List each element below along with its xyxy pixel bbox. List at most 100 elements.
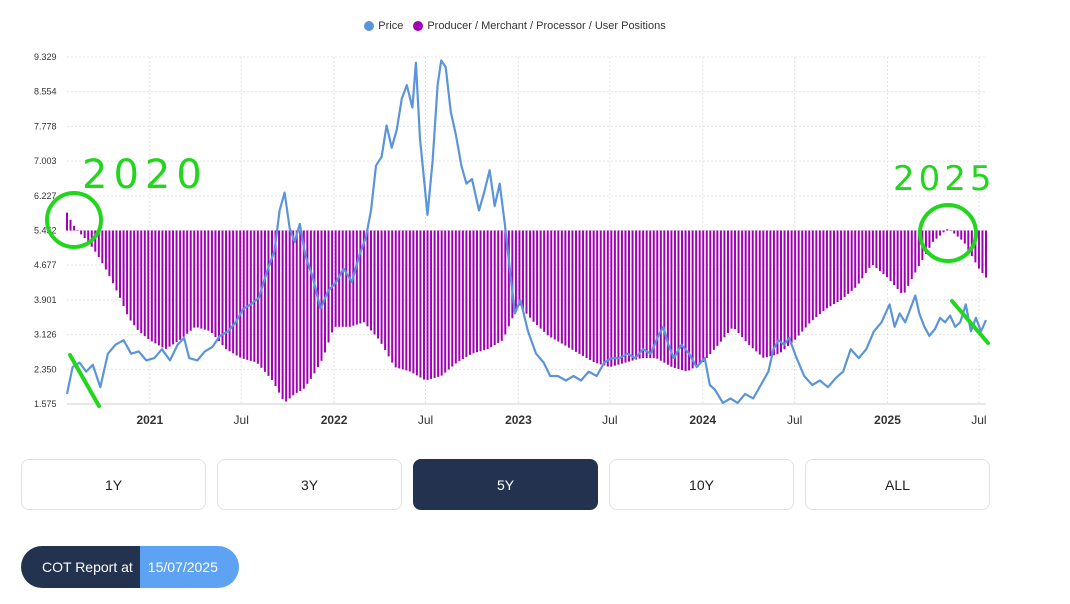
positions-bar xyxy=(857,230,860,284)
positions-bar xyxy=(126,230,129,315)
positions-bar xyxy=(900,230,903,294)
positions-bar xyxy=(783,230,786,350)
positions-bar xyxy=(850,230,853,291)
positions-bar xyxy=(981,230,984,274)
positions-bar xyxy=(642,230,645,359)
positions-bar xyxy=(433,230,436,378)
annotation-circle-2025 xyxy=(918,203,978,263)
range-button-5y[interactable]: 5Y xyxy=(413,459,598,510)
positions-bar xyxy=(281,230,284,400)
positions-bar xyxy=(285,230,288,402)
y-tick-label: 3.901 xyxy=(34,295,57,305)
positions-bar xyxy=(818,230,821,315)
positions-bar xyxy=(840,230,843,300)
annotation-slash-left xyxy=(68,353,101,408)
positions-bar xyxy=(854,230,857,288)
positions-bar xyxy=(235,230,238,356)
x-tick-label: Jul xyxy=(418,413,433,427)
positions-bar xyxy=(829,230,832,307)
positions-bar xyxy=(794,230,797,340)
positions-bar xyxy=(624,230,627,363)
positions-bar xyxy=(200,230,203,329)
positions-bar xyxy=(324,230,327,353)
positions-bar xyxy=(560,230,563,344)
cot-report-date[interactable]: 15/07/2025 xyxy=(139,546,239,588)
chart-legend: Price Producer / Merchant / Processor / … xyxy=(0,20,1030,32)
positions-bar xyxy=(263,230,266,372)
x-tick-label: Jul xyxy=(602,413,617,427)
positions-bar xyxy=(977,230,980,269)
positions-bar xyxy=(246,230,249,360)
positions-bar xyxy=(465,230,468,357)
positions-bar xyxy=(157,230,160,346)
positions-bar xyxy=(80,230,83,235)
positions-bar xyxy=(355,230,358,325)
positions-bar xyxy=(603,230,606,366)
x-tick-label: Jul xyxy=(971,413,986,427)
positions-bar xyxy=(589,230,592,361)
positions-bar xyxy=(726,230,729,333)
positions-bar xyxy=(447,230,450,370)
positions-bar xyxy=(345,230,348,327)
positions-bar xyxy=(444,230,447,373)
range-button-all[interactable]: ALL xyxy=(805,459,990,510)
positions-bar xyxy=(564,230,567,346)
positions-bar xyxy=(931,230,934,242)
positions-bar xyxy=(454,230,457,364)
legend-item-positions[interactable]: Producer / Merchant / Processor / User P… xyxy=(413,20,666,32)
positions-bar xyxy=(422,230,425,380)
positions-bar xyxy=(306,230,309,384)
positions-bar xyxy=(76,230,79,231)
range-selector: 1Y 3Y 5Y 10Y ALL xyxy=(21,459,990,510)
positions-bar xyxy=(419,230,422,378)
cot-report-pill[interactable]: COT Report at 15/07/2025 xyxy=(21,546,239,588)
positions-bar xyxy=(242,230,245,359)
positions-bar xyxy=(893,230,896,286)
positions-bar xyxy=(843,230,846,297)
positions-bar xyxy=(295,230,298,393)
positions-bar xyxy=(861,230,864,279)
legend-positions-label: Producer / Merchant / Processor / User P… xyxy=(427,20,666,32)
positions-bar xyxy=(808,230,811,324)
positions-bar xyxy=(490,230,493,348)
positions-bar xyxy=(380,230,383,344)
positions-bar xyxy=(221,230,224,346)
y-tick-label: 2.350 xyxy=(34,364,57,374)
positions-bar xyxy=(960,230,963,240)
range-button-10y[interactable]: 10Y xyxy=(609,459,794,510)
positions-bar xyxy=(730,230,733,329)
positions-bar xyxy=(663,230,666,363)
range-button-1y[interactable]: 1Y xyxy=(21,459,206,510)
positions-bar xyxy=(949,230,952,231)
x-tick-label: Jul xyxy=(787,413,802,427)
positions-bar xyxy=(334,230,337,327)
legend-item-price[interactable]: Price xyxy=(364,20,403,32)
positions-bar xyxy=(115,230,118,291)
positions-bar xyxy=(741,230,744,338)
positions-bar xyxy=(175,230,178,343)
positions-bar xyxy=(804,230,807,328)
positions-bar xyxy=(507,230,510,327)
positions-bar xyxy=(974,230,977,263)
positions-bar xyxy=(539,230,542,329)
positions-bar xyxy=(73,225,76,231)
positions-bar xyxy=(430,230,433,379)
legend-positions-dot xyxy=(413,21,424,31)
positions-bar xyxy=(585,230,588,358)
positions-bar xyxy=(94,230,97,252)
chart-plot: 1.575 2.350 3.126 3.901 4.677 5.452 6.227 7.003… xyxy=(34,52,996,427)
positions-bar xyxy=(398,230,401,369)
positions-bar xyxy=(677,230,680,370)
positions-bar xyxy=(645,230,648,359)
positions-bar xyxy=(963,230,966,244)
positions-bar xyxy=(147,230,150,340)
positions-bar xyxy=(479,230,482,352)
cot-chart: Price Producer / Merchant / Processor / … xyxy=(0,20,1030,427)
positions-bar xyxy=(214,230,217,338)
positions-bar xyxy=(762,230,765,358)
annotation-text-2025: 2025 xyxy=(893,159,996,199)
range-button-3y[interactable]: 3Y xyxy=(217,459,402,510)
positions-bar xyxy=(104,230,107,270)
positions-bar xyxy=(567,230,570,348)
positions-bar xyxy=(249,230,252,361)
